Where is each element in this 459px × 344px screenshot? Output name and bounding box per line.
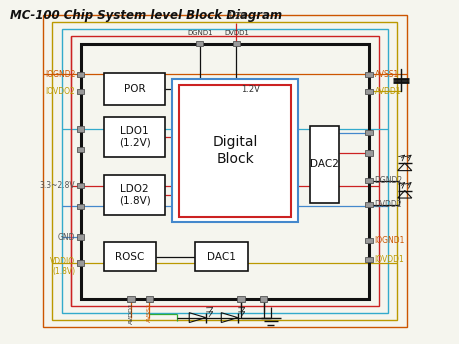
Bar — [172, 79, 298, 222]
Bar — [77, 234, 84, 240]
Text: AVDD1: AVDD1 — [375, 87, 401, 96]
Bar — [237, 296, 245, 301]
Bar — [365, 130, 373, 135]
Bar — [77, 89, 84, 94]
Text: Digital
Block: Digital Block — [213, 136, 258, 166]
Bar — [81, 44, 369, 299]
Bar — [77, 204, 84, 209]
Text: AVSS1: AVSS1 — [147, 302, 152, 322]
Bar — [365, 238, 373, 243]
Bar — [77, 72, 84, 77]
Bar — [179, 85, 291, 216]
Text: DGND2: DGND2 — [375, 176, 403, 185]
Text: 1.2V: 1.2V — [227, 12, 246, 21]
Text: VDDIO
(1.8V): VDDIO (1.8V) — [50, 257, 75, 276]
Text: IOVDO2: IOVDO2 — [45, 87, 75, 96]
Bar — [77, 260, 84, 266]
Text: DVDD1: DVDD1 — [224, 30, 249, 36]
Bar — [43, 15, 407, 327]
Bar — [77, 127, 84, 132]
Bar — [146, 296, 153, 301]
Text: IOGND2: IOGND2 — [45, 70, 75, 79]
Text: 3.3~2.8V: 3.3~2.8V — [39, 181, 75, 190]
Bar — [77, 147, 84, 152]
Text: IOGND1: IOGND1 — [375, 236, 405, 245]
Bar — [71, 36, 379, 306]
Bar — [196, 41, 203, 46]
Text: DGND1: DGND1 — [187, 30, 213, 36]
Bar — [104, 73, 165, 105]
Bar — [365, 178, 373, 183]
Bar — [77, 183, 84, 189]
Bar — [233, 41, 240, 46]
Text: LDO2
(1.8V): LDO2 (1.8V) — [119, 184, 151, 206]
Text: DAC1: DAC1 — [207, 252, 236, 262]
Bar — [365, 150, 373, 156]
Bar — [365, 72, 373, 77]
Text: GND: GND — [58, 233, 75, 241]
Bar — [62, 29, 388, 313]
Text: DVDD2: DVDD2 — [375, 200, 402, 209]
Bar — [195, 242, 248, 271]
Text: POR: POR — [124, 84, 146, 94]
Text: DAC2: DAC2 — [310, 159, 339, 169]
Bar — [365, 202, 373, 207]
Text: ROSC: ROSC — [115, 252, 145, 262]
Bar — [104, 242, 156, 271]
Bar — [128, 296, 135, 301]
Bar — [104, 117, 165, 157]
Text: 1.2V: 1.2V — [241, 85, 260, 94]
Bar — [104, 175, 165, 215]
Bar — [260, 296, 268, 301]
Bar — [309, 126, 339, 203]
Text: IOVDD1: IOVDD1 — [375, 255, 404, 264]
Bar — [52, 22, 397, 320]
Text: MC-100 Chip System level Block Diagram: MC-100 Chip System level Block Diagram — [10, 9, 282, 22]
Text: AVSS1: AVSS1 — [375, 70, 399, 79]
Text: AVDD1: AVDD1 — [129, 302, 134, 324]
Text: LDO1
(1.2V): LDO1 (1.2V) — [119, 126, 151, 148]
Bar — [365, 257, 373, 262]
Bar — [365, 89, 373, 94]
